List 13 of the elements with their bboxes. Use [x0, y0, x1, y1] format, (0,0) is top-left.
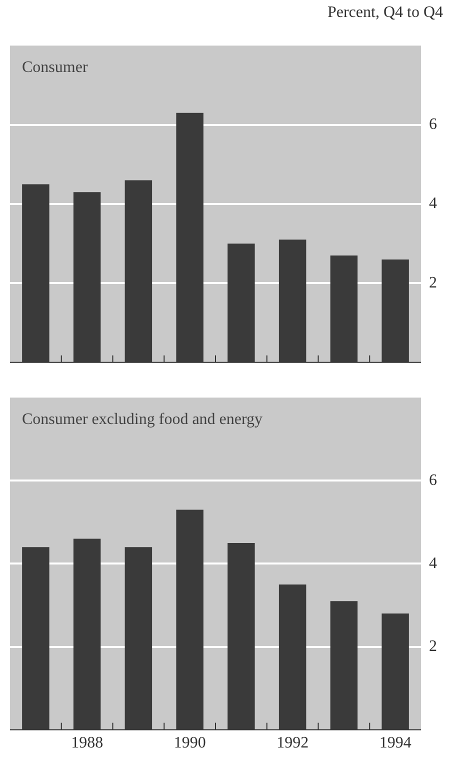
y-tick-label: 6 [429, 116, 437, 134]
y-tick-label: 2 [429, 638, 437, 655]
x-tick-label: 1990 [174, 734, 206, 752]
x-tick-label: 1994 [379, 734, 412, 752]
y-axis-title: Percent, Q4 to Q4 [327, 4, 443, 22]
x-tick-label: 1992 [276, 734, 309, 752]
y-tick-label: 4 [429, 195, 437, 212]
x-tick-label: 1988 [71, 734, 104, 752]
text: Consumer [22, 58, 88, 76]
text: Consumer excluding food and energy [22, 410, 263, 428]
y-tick-label: 2 [429, 274, 437, 292]
y-tick-label: 4 [429, 554, 437, 572]
y-tick-label: 6 [429, 472, 437, 489]
